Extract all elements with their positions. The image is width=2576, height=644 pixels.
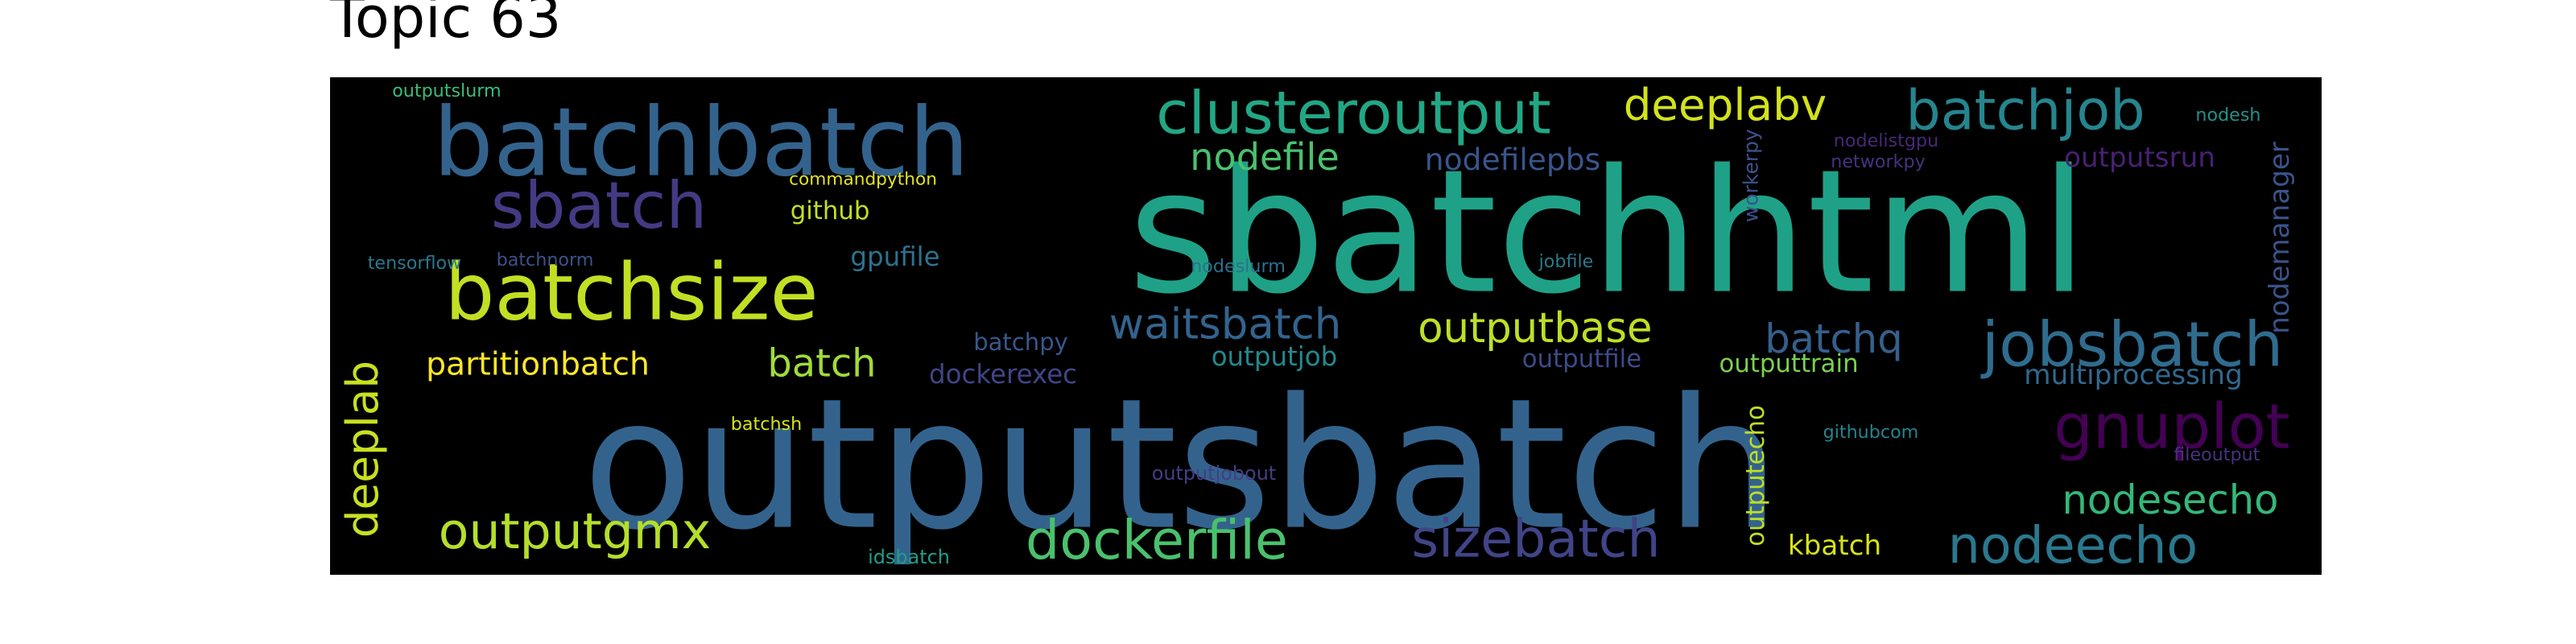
word-batchnorm: batchnorm bbox=[497, 250, 594, 270]
word-gpufile: gpufile bbox=[850, 242, 939, 272]
word-batchjob: batchjob bbox=[1905, 80, 2145, 143]
word-deeplab: deeplab bbox=[336, 361, 388, 538]
word-workerpy: workerpy bbox=[1740, 129, 1763, 222]
word-dockerfile: dockerfile bbox=[1026, 509, 1288, 572]
word-outputfile: outputfile bbox=[1522, 345, 1641, 374]
word-cloud: outputsbatchsbatchhtmlbatchbatchbatchsiz… bbox=[336, 79, 2296, 575]
word-nodemanager: nodemanager bbox=[2264, 141, 2296, 334]
word-batchq: batchq bbox=[1765, 316, 1902, 362]
word-outputjob: outputjob bbox=[1212, 341, 1338, 372]
word-outputbase: outputbase bbox=[1418, 304, 1652, 353]
word-nodesh: nodesh bbox=[2195, 105, 2260, 126]
word-deeplabv: deeplabv bbox=[1624, 79, 1827, 130]
word-clusteroutput: clusteroutput bbox=[1156, 80, 1551, 148]
word-outputslurm: outputslurm bbox=[392, 80, 502, 101]
word-sbatch: sbatch bbox=[491, 167, 708, 243]
word-nodefile: nodefile bbox=[1190, 135, 1339, 179]
word-jobsbatch: jobsbatch bbox=[1980, 310, 2283, 382]
word-sbatchhtml: sbatchhtml bbox=[1129, 133, 2088, 332]
word-outputsbatch: outputsbatch bbox=[583, 360, 1780, 570]
word-nodeslurm: nodeslurm bbox=[1191, 256, 1286, 277]
word-tensorflow: tensorflow bbox=[368, 253, 462, 274]
word-networkpy: networkpy bbox=[1831, 151, 1925, 172]
word-githubcom: githubcom bbox=[1823, 422, 1919, 443]
word-fileoutput: fileoutput bbox=[2174, 444, 2260, 465]
word-idsbatch: idsbatch bbox=[868, 546, 950, 568]
word-nodeecho: nodeecho bbox=[1948, 515, 2198, 575]
word-gnuplot: gnuplot bbox=[2054, 392, 2290, 464]
word-jobfile: jobfile bbox=[1538, 251, 1594, 272]
word-outputtrain: outputtrain bbox=[1719, 349, 1859, 378]
word-outputjobout: outputjobout bbox=[1152, 462, 1277, 485]
word-waitsbatch: waitsbatch bbox=[1109, 300, 1342, 349]
word-nodefilepbs: nodefilepbs bbox=[1425, 142, 1600, 177]
word-github: github bbox=[791, 196, 870, 225]
word-multiprocessing: multiprocessing bbox=[2024, 359, 2243, 391]
word-batchpy: batchpy bbox=[973, 328, 1068, 356]
word-kbatch: kbatch bbox=[1788, 530, 1881, 562]
word-batchbatch: batchbatch bbox=[433, 88, 969, 198]
word-cloud-panel: outputsbatch sbatchhtml batchbatch batchsiz… bbox=[330, 77, 2322, 575]
word-batch: batch bbox=[767, 342, 876, 386]
word-outputecho: outputecho bbox=[1741, 405, 1770, 547]
word-dockerexec: dockerexec bbox=[929, 359, 1077, 390]
word-nodelistgpu: nodelistgpu bbox=[1834, 130, 1938, 151]
word-batchsh: batchsh bbox=[731, 414, 802, 435]
word-commandpython: commandpython bbox=[789, 170, 937, 190]
word-partitionbatch: partitionbatch bbox=[426, 347, 650, 383]
word-nodesecho: nodesecho bbox=[2062, 477, 2279, 523]
word-outputsrun: outputsrun bbox=[2064, 142, 2215, 174]
word-sizebatch: sizebatch bbox=[1411, 510, 1660, 570]
word-batchsize: batchsize bbox=[445, 247, 819, 338]
figure-title: Topic 63 bbox=[330, 0, 562, 51]
word-outputgmx: outputgmx bbox=[439, 502, 711, 560]
